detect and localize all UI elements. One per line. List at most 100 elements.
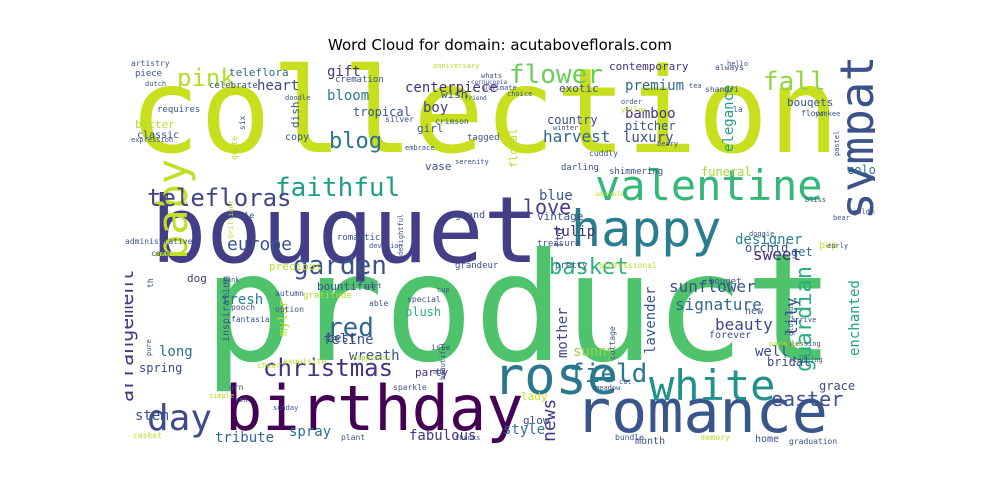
word-lady: lady — [521, 390, 548, 403]
word-celebrate: celebrate — [209, 81, 258, 91]
word-add: add — [433, 368, 446, 376]
word-long: long — [159, 344, 193, 360]
word-spray: spray — [289, 424, 331, 440]
word-telefloras: telefloras — [147, 184, 292, 212]
word-party: party — [415, 366, 448, 379]
word-shimmering: shimmering — [609, 167, 663, 177]
word-bamboo: bamboo — [625, 106, 676, 122]
word-grand: grand — [455, 210, 485, 221]
word-pink: pink — [223, 276, 239, 284]
word-requires: requires — [157, 105, 200, 115]
word-graduation: graduation — [789, 437, 837, 446]
word-bouquet: bouquet — [151, 177, 539, 284]
word-adorable: adorable — [595, 191, 624, 198]
word-beauty: beauty — [715, 315, 773, 334]
word-six: six — [238, 115, 247, 130]
word-arrangement: arrangement — [125, 270, 138, 402]
word-blessing: blessing — [787, 340, 821, 348]
word-sunny: sunny — [573, 344, 615, 360]
word-premium: premium — [625, 78, 684, 94]
word-th: th — [146, 278, 155, 288]
word-treasure: treasure — [537, 239, 580, 249]
word-anniversary: anniversary — [433, 62, 479, 70]
word-glorious: glorious — [787, 302, 795, 336]
word-piece: piece — [135, 69, 162, 79]
word-cake: cake — [151, 249, 170, 258]
word-wreath: wreath — [349, 348, 400, 364]
word-flower: flower — [509, 60, 603, 90]
word-plush: plush — [405, 305, 441, 319]
word-order: order — [621, 98, 642, 106]
word-darling: darling — [561, 163, 599, 173]
word-tea: tea — [689, 82, 702, 90]
word-exquisite: exquisite — [283, 357, 327, 366]
word-cut: cut — [619, 378, 632, 386]
word-mylar: mylar — [276, 300, 290, 336]
word-news: news — [539, 399, 560, 442]
word-inspiration: inspiration — [221, 276, 232, 342]
word-feline: feline — [323, 332, 374, 348]
word-cuddly: cuddly — [589, 149, 618, 158]
word-whats: whats — [481, 72, 502, 80]
word-plant: plant — [341, 433, 365, 442]
word-pink: pink — [177, 64, 235, 92]
word-early: early — [827, 242, 848, 250]
word-floor: floor — [801, 109, 825, 118]
word-fresh: fresh — [221, 292, 263, 308]
word-golden: golden — [853, 208, 875, 216]
word-ultimate: ultimate — [483, 84, 517, 92]
word-la: la — [733, 105, 743, 114]
word-product: product — [203, 222, 835, 396]
word-friend: friend — [465, 95, 487, 102]
word-get: get — [791, 245, 813, 259]
word-bundle: bundle — [615, 433, 644, 442]
word-bountiful: bountiful — [317, 280, 377, 293]
word-bouqet: bouqet — [709, 277, 742, 287]
word-cup: cup — [437, 286, 450, 294]
word-cheer: cheer — [257, 361, 281, 370]
word-gift: gift — [327, 64, 361, 80]
word-stem: stem — [135, 408, 169, 424]
word-blog: blog — [329, 129, 382, 154]
chart-title: Word Cloud for domain: acutaboveflorals.… — [328, 36, 672, 54]
word-crimson: crimson — [435, 117, 469, 126]
word-memory: memory — [701, 433, 730, 442]
word-best: best — [327, 331, 356, 345]
word-pitcher: pitcher — [625, 119, 676, 133]
word-style: style — [503, 422, 545, 438]
word-colorful: colorful — [847, 163, 875, 177]
word-tropical: tropical — [353, 105, 411, 119]
word-stunning: stunning — [789, 356, 823, 364]
word-happiness: happiness — [353, 354, 391, 362]
word-fantasia: fantasia — [231, 315, 270, 324]
word-brilliant: brilliant — [227, 200, 235, 238]
word-glow: glow — [523, 414, 550, 427]
word-beary: beary — [657, 140, 678, 148]
word-elegance: elegance — [721, 85, 737, 152]
word-ftd: ftd — [553, 228, 566, 248]
word-bouqets: bouqets — [787, 96, 833, 109]
word-paradise: paradise — [769, 340, 803, 348]
word-romantic: romantic — [337, 233, 380, 243]
word-shangri: shangri — [705, 85, 739, 94]
word-zen: zen — [235, 396, 248, 404]
word-enchanted: enchanted — [847, 280, 863, 356]
word-serenity: serenity — [455, 158, 489, 166]
word-luxury: luxury — [623, 130, 674, 146]
word-girl: girl — [417, 122, 444, 135]
word-sunday: sunday — [273, 404, 298, 412]
word-forever: forever — [709, 330, 751, 341]
word-classic: classic — [137, 130, 179, 141]
word-dog: dog — [187, 272, 207, 285]
word-pooch: pooch — [231, 303, 255, 312]
word-lavender: lavender — [643, 287, 659, 354]
word-new: new — [745, 306, 764, 317]
word-cottage: cottage — [608, 326, 617, 360]
word-gratitude: gratitude — [303, 291, 352, 301]
word-fabulous: fabulous — [409, 428, 476, 444]
word-mother: mother — [555, 307, 571, 358]
word-pup: pup — [819, 240, 837, 251]
word-isle: isle — [431, 343, 450, 352]
